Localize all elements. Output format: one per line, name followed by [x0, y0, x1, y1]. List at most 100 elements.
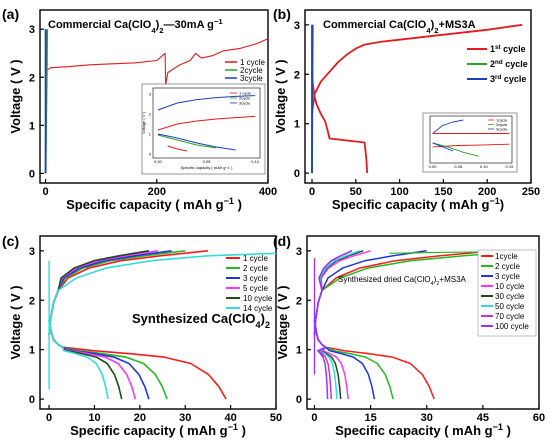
inset-y-label: Voltage ( V ) — [141, 111, 146, 134]
x-tick-label: 150 — [434, 186, 452, 198]
inset-legend-entry: 3cycle — [496, 127, 508, 132]
inset-series-1 — [167, 145, 188, 152]
y-tick-label: 2 — [294, 69, 300, 81]
chart-title: Commercial Ca(ClO4)2—30mA g−1 — [48, 17, 223, 35]
series-discharge-5 — [48, 319, 109, 400]
legend-entry: 10 cycle — [495, 282, 525, 291]
x-tick-label: 30 — [179, 412, 191, 424]
inset-legend-entry: 3cycle — [239, 101, 251, 106]
plot-frame — [304, 9, 532, 184]
x-tick-label: 10 — [88, 412, 100, 424]
x-tick-label: 200 — [478, 186, 496, 198]
y-axis-label: Voltage ( V ) — [8, 59, 23, 133]
y-tick-label: 0 — [29, 168, 35, 180]
inset-series-2 — [432, 142, 479, 157]
panel-b: 0 50 100 150 200 250 0 1 2 3 Specific capacity ( m… — [273, 6, 540, 212]
inset-x-tick-label: 0.00 — [154, 159, 163, 164]
series-charge-7 — [313, 250, 353, 335]
chart-title: Commercial Ca(ClO4)2+MS3A — [323, 19, 476, 35]
legend-entry: 2nd cycle — [490, 59, 528, 70]
chart-title: Synthesized Ca(ClO4)2 — [132, 311, 270, 330]
chart-title: Synthesized dried Ca(ClO4)2+MS3A — [338, 275, 467, 287]
inset-y-tick-label: 0 — [149, 152, 152, 157]
inset-series-2 — [157, 134, 217, 149]
y-tick-label: 1 — [296, 345, 302, 357]
series-charge-0 — [313, 250, 495, 335]
y-tick-label: 2 — [29, 72, 35, 84]
x-tick-label: 400 — [259, 186, 277, 198]
x-tick-label: 0 — [42, 186, 48, 198]
x-tick-label: 50 — [350, 186, 362, 198]
legend-entry: 3rd cycle — [490, 74, 526, 85]
legend-entry: 1st cycle — [490, 44, 526, 55]
series-line-0 — [45, 38, 269, 86]
legend-entry: 10 cycle — [243, 294, 273, 303]
y-axis-label: Voltage ( V ) — [8, 285, 23, 359]
series-line-1 — [311, 23, 523, 114]
legend-entry: 3cycle — [240, 74, 263, 83]
legend-entry: 50 cycle — [495, 302, 525, 311]
x-axis-label: Specific capacity ( mAh g−1) — [332, 196, 504, 212]
y-tick-label: 1 — [29, 120, 35, 132]
legend-entry: 3 cycle — [243, 274, 268, 283]
inset-x-tick-label: 0.15 — [506, 164, 515, 169]
plot-frame — [39, 235, 277, 410]
series-discharge-7 — [313, 319, 329, 400]
panel-label: (a) — [2, 6, 19, 22]
series-discharge-3 — [48, 319, 137, 400]
y-tick-label: 0 — [294, 168, 300, 180]
inset-x-tick-label: 0.10 — [251, 159, 260, 164]
y-tick-label: 3 — [294, 20, 300, 32]
y-tick-label: 3 — [296, 246, 302, 258]
y-tick-label: 0 — [29, 394, 35, 406]
inset-frame — [152, 87, 261, 159]
inset-series-0 — [157, 115, 256, 131]
legend-entry: 30 cycle — [495, 292, 525, 301]
inset-legend-entry: 1cycle — [496, 118, 508, 123]
legend-entry: 2 cycle — [243, 264, 268, 273]
x-tick-label: 15 — [364, 412, 376, 424]
x-tick-label: 50 — [270, 412, 282, 424]
x-tick-label: 45 — [477, 412, 489, 424]
legend-entry: 3 cycle — [495, 272, 520, 281]
panel-c: 0 10 20 30 40 50 0 1 2 3 Specific capacity ( mAh g… — [2, 233, 282, 438]
x-tick-label: 0 — [309, 186, 315, 198]
inset-x-tick-label: 0.05 — [203, 159, 212, 164]
legend-entry: 1 cycle — [240, 58, 265, 67]
legend-box — [477, 249, 537, 337]
series-discharge-0 — [48, 319, 227, 400]
inset-legend-entry: 1 cycle — [239, 91, 252, 96]
inset-x-label: Specific capacity ( mAh g−1 ) — [181, 165, 234, 170]
inset-y-tick-label: 1 — [149, 132, 152, 137]
x-tick-label: 30 — [421, 412, 433, 424]
panel-label: (c) — [2, 233, 19, 249]
panel-a: 0 200 400 0 1 2 3 Specific capacity ( mAh g−1 )… — [2, 6, 277, 212]
inset-x-tick-label: 0.10 — [480, 164, 489, 169]
series-charge-3 — [313, 250, 371, 335]
inset-y-tick-label: 2 — [149, 112, 152, 117]
x-tick-label: 200 — [148, 186, 166, 198]
x-tick-label: 0 — [46, 412, 52, 424]
panel-label: (b) — [273, 6, 291, 22]
x-tick-label: 0 — [311, 412, 317, 424]
legend-entry: 5 cycle — [243, 284, 268, 293]
series-line-0 — [311, 71, 369, 174]
legend: 1st cycle 2nd cycle 3rd cycle — [467, 44, 528, 85]
legend-entry: 1cycle — [495, 252, 518, 261]
inset-legend-entry: 2cycle — [239, 96, 251, 101]
inset-x-tick-label: 0.05 — [454, 164, 463, 169]
inset-background — [422, 112, 518, 173]
inset-x-tick-label: 0.00 — [429, 164, 438, 169]
legend-entry: 14 cycle — [243, 304, 273, 313]
x-tick-label: 100 — [390, 186, 408, 198]
inset-series-3 — [432, 119, 464, 134]
series-charge-5 — [48, 252, 277, 335]
panel-d: 0 15 30 45 60 0 1 2 3 Specific capacity ( mAh g−1… — [273, 233, 545, 438]
panel-label: (d) — [273, 233, 291, 249]
inset-y-tick-label: 3 — [149, 92, 152, 97]
y-tick-label: 2 — [29, 295, 35, 307]
